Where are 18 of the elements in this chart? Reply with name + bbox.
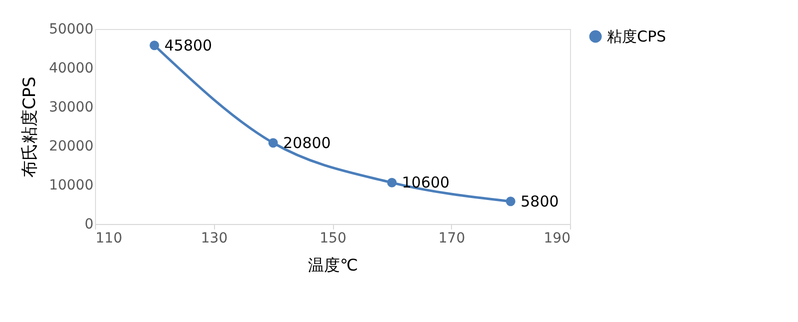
y-tick-label: 0 [84,216,94,232]
data-label: 20800 [283,134,331,152]
data-label: 5800 [520,192,559,210]
x-axis-title: 温度℃ [308,256,358,274]
y-tick-label: 30000 [48,100,94,116]
legend-label: 粘度CPS [607,28,666,46]
y-tick-label: 20000 [48,138,94,154]
x-tick-label: 130 [200,230,228,246]
x-tick-label: 170 [438,230,466,246]
x-tick-label: 150 [320,230,346,246]
x-tick-label: 110 [96,230,122,246]
y-tick-label: 40000 [48,60,94,76]
y-axis-title: 布氏粘度CPS [20,76,40,178]
x-tick-label: 190 [544,230,570,246]
data-label: 45800 [164,36,212,54]
y-tick-label: 50000 [48,22,94,38]
y-tick-label: 10000 [48,178,94,194]
data-label: 10600 [402,174,450,192]
